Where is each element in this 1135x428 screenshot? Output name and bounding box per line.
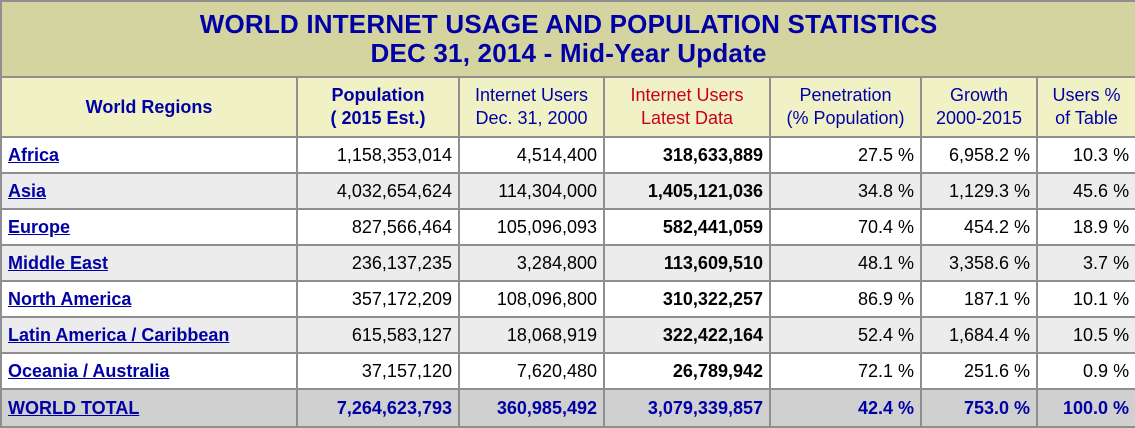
population-cell: 37,157,120 (298, 354, 460, 390)
header-penetration-line: (% Population) (786, 108, 905, 128)
title-row: WORLD INTERNET USAGE AND POPULATION STAT… (2, 2, 1135, 78)
users-2000-cell: 114,304,000 (460, 174, 605, 210)
header-users-2000-line: Internet Users (474, 85, 589, 105)
users-latest-cell: 310,322,257 (605, 282, 771, 318)
header-growth: Growth 2000-2015 (922, 78, 1038, 138)
region-cell: Europe (2, 210, 298, 246)
population-cell: 236,137,235 (298, 246, 460, 282)
users-latest-cell: 318,633,889 (605, 138, 771, 174)
users-2000-cell: 108,096,800 (460, 282, 605, 318)
region-link[interactable]: Asia (8, 180, 47, 201)
growth-cell: 6,958.2 % (922, 138, 1038, 174)
header-world-regions: World Regions (2, 78, 298, 138)
users-2000-cell: 105,096,093 (460, 210, 605, 246)
penetration-cell: 72.1 % (771, 354, 922, 390)
table-row: North America 357,172,209 108,096,800 310,3… (2, 282, 1135, 318)
header-penetration: Penetration (% Population) (771, 78, 922, 138)
penetration-cell: 27.5 % (771, 138, 922, 174)
users-share-cell: 45.6 % (1038, 174, 1135, 210)
title-line-2: DEC 31, 2014 - Mid-Year Update (370, 38, 767, 68)
total-penetration-cell: 42.4 % (771, 390, 922, 428)
header-row: World Regions Population ( 2015 Est.) Inter… (2, 78, 1135, 138)
users-2000-cell: 4,514,400 (460, 138, 605, 174)
total-users-share-cell: 100.0 % (1038, 390, 1135, 428)
users-share-cell: 10.1 % (1038, 282, 1135, 318)
population-cell: 827,566,464 (298, 210, 460, 246)
users-latest-cell: 26,789,942 (605, 354, 771, 390)
region-link[interactable]: Middle East (8, 252, 109, 273)
table-row: Latin America / Caribbean 615,583,127 18,0… (2, 318, 1135, 354)
header-users-share-line: Users % (1052, 85, 1121, 105)
table-title: WORLD INTERNET USAGE AND POPULATION STAT… (2, 2, 1135, 78)
region-link[interactable]: Europe (8, 216, 71, 237)
total-users-latest-cell: 3,079,339,857 (605, 390, 771, 428)
header-population: Population ( 2015 Est.) (298, 78, 460, 138)
total-population-cell: 7,264,623,793 (298, 390, 460, 428)
region-link[interactable]: Africa (8, 144, 60, 165)
region-link[interactable]: Latin America / Caribbean (8, 324, 230, 345)
growth-cell: 3,358.6 % (922, 246, 1038, 282)
growth-cell: 454.2 % (922, 210, 1038, 246)
header-population-line: ( 2015 Est.) (330, 108, 426, 128)
users-share-cell: 10.3 % (1038, 138, 1135, 174)
users-latest-cell: 322,422,164 (605, 318, 771, 354)
population-cell: 4,032,654,624 (298, 174, 460, 210)
title-line-1: WORLD INTERNET USAGE AND POPULATION STAT… (199, 9, 938, 39)
total-users-2000-cell: 360,985,492 (460, 390, 605, 428)
growth-cell: 187.1 % (922, 282, 1038, 318)
penetration-cell: 86.9 % (771, 282, 922, 318)
growth-cell: 1,684.4 % (922, 318, 1038, 354)
users-2000-cell: 7,620,480 (460, 354, 605, 390)
region-cell: Middle East (2, 246, 298, 282)
table-row: Middle East 236,137,235 3,284,800 113,609,5… (2, 246, 1135, 282)
region-link[interactable]: North America (8, 288, 132, 309)
table-row: Asia 4,032,654,624 114,304,000 1,405,121,03… (2, 174, 1135, 210)
region-cell: Africa (2, 138, 298, 174)
table-row: Africa 1,158,353,014 4,514,400 318,633,889 2… (2, 138, 1135, 174)
region-cell: North America (2, 282, 298, 318)
users-latest-cell: 113,609,510 (605, 246, 771, 282)
table-row: Oceania / Australia 37,157,120 7,620,480 26… (2, 354, 1135, 390)
population-cell: 615,583,127 (298, 318, 460, 354)
region-cell: Oceania / Australia (2, 354, 298, 390)
header-users-latest: Internet Users Latest Data (605, 78, 771, 138)
growth-cell: 251.6 % (922, 354, 1038, 390)
header-growth-line: Growth (949, 85, 1009, 105)
header-world-regions-line: World Regions (85, 96, 213, 117)
users-2000-cell: 18,068,919 (460, 318, 605, 354)
world-total-link[interactable]: WORLD TOTAL (8, 397, 140, 418)
penetration-cell: 52.4 % (771, 318, 922, 354)
users-share-cell: 10.5 % (1038, 318, 1135, 354)
penetration-cell: 34.8 % (771, 174, 922, 210)
users-share-cell: 3.7 % (1038, 246, 1135, 282)
population-cell: 357,172,209 (298, 282, 460, 318)
header-users-share-line: of Table (1055, 108, 1118, 128)
penetration-cell: 48.1 % (771, 246, 922, 282)
header-users-2000-line: Dec. 31, 2000 (475, 108, 588, 128)
users-latest-cell: 1,405,121,036 (605, 174, 771, 210)
region-cell: Asia (2, 174, 298, 210)
header-users-share: Users % of Table (1038, 78, 1135, 138)
total-growth-cell: 753.0 % (922, 390, 1038, 428)
header-users-latest-line: Internet Users (630, 85, 744, 105)
table-row: Europe 827,566,464 105,096,093 582,441,059 7… (2, 210, 1135, 246)
growth-cell: 1,129.3 % (922, 174, 1038, 210)
users-share-cell: 18.9 % (1038, 210, 1135, 246)
header-population-line: Population (331, 85, 425, 105)
region-link[interactable]: Oceania / Australia (8, 360, 170, 381)
users-2000-cell: 3,284,800 (460, 246, 605, 282)
header-growth-line: 2000-2015 (935, 108, 1023, 128)
region-cell: Latin America / Caribbean (2, 318, 298, 354)
header-users-2000: Internet Users Dec. 31, 2000 (460, 78, 605, 138)
population-cell: 1,158,353,014 (298, 138, 460, 174)
users-share-cell: 0.9 % (1038, 354, 1135, 390)
penetration-cell: 70.4 % (771, 210, 922, 246)
total-region-cell: WORLD TOTAL (2, 390, 298, 428)
total-row: WORLD TOTAL 7,264,623,793 360,985,492 3,079… (2, 390, 1135, 428)
header-penetration-line: Penetration (799, 85, 892, 105)
header-users-latest-line: Latest Data (640, 108, 734, 128)
users-latest-cell: 582,441,059 (605, 210, 771, 246)
